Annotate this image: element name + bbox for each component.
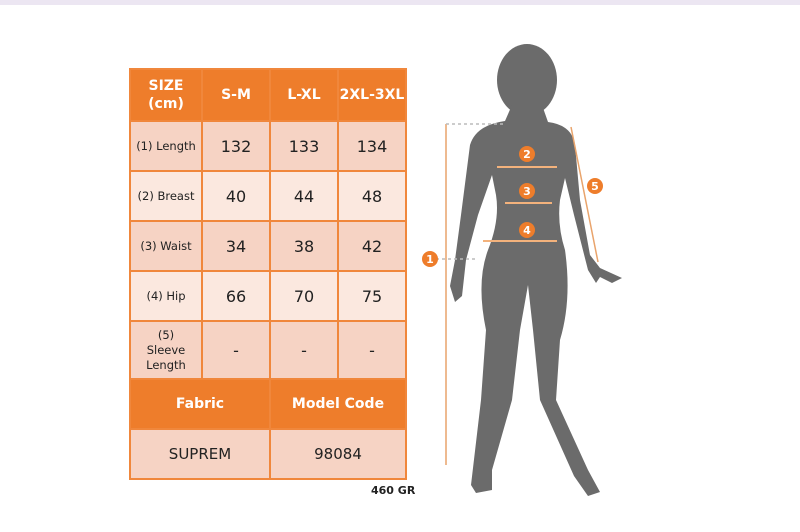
- footer-header-row: Fabric Model Code: [129, 378, 407, 430]
- table-header-row: SIZE (cm) S-M L-XL 2XL-3XL: [129, 68, 407, 122]
- row-label: (1) Length: [129, 120, 203, 172]
- table-row: (2) Breast 40 44 48: [129, 170, 407, 222]
- marker-2: [519, 146, 535, 162]
- cell: 132: [201, 120, 271, 172]
- footer-value-row: SUPREM 98084: [129, 428, 407, 480]
- cell: 75: [337, 270, 407, 322]
- cell: -: [269, 320, 339, 380]
- header-l-xl: L-XL: [269, 68, 339, 122]
- model-code-header: Model Code: [269, 378, 407, 430]
- weight-label: 460 GR: [371, 484, 416, 497]
- marker-4-label: 4: [523, 224, 531, 237]
- header-2xl-3xl: 2XL-3XL: [337, 68, 407, 122]
- model-code-value: 98084: [269, 428, 407, 480]
- row-label: (2) Breast: [129, 170, 203, 222]
- sleeve-line: [570, 126, 599, 263]
- marker-3: [519, 183, 535, 199]
- header-size: SIZE (cm): [129, 68, 203, 122]
- marker-5: [587, 178, 603, 194]
- cell: 133: [269, 120, 339, 172]
- cell: 34: [201, 220, 271, 272]
- row-label: (3) Waist: [129, 220, 203, 272]
- table-row: (1) Length 132 133 134: [129, 120, 407, 172]
- row-label: (5) Sleeve Length: [129, 320, 203, 380]
- marker-1-label: 1: [426, 253, 434, 266]
- marker-1: [422, 251, 438, 267]
- fabric-value: SUPREM: [129, 428, 271, 480]
- cell: 66: [201, 270, 271, 322]
- cell: 70: [269, 270, 339, 322]
- cell: 48: [337, 170, 407, 222]
- size-chart-table: SIZE (cm) S-M L-XL 2XL-3XL (1) Length 13…: [129, 68, 407, 480]
- cell: 134: [337, 120, 407, 172]
- marker-2-label: 2: [523, 148, 531, 161]
- silhouette: [450, 44, 622, 496]
- marker-3-label: 3: [523, 185, 531, 198]
- header-s-m: S-M: [201, 68, 271, 122]
- cell: 40: [201, 170, 271, 222]
- table-row: (3) Waist 34 38 42: [129, 220, 407, 272]
- cell: 44: [269, 170, 339, 222]
- top-bar: [0, 0, 800, 5]
- row-label: (4) Hip: [129, 270, 203, 322]
- cell: -: [201, 320, 271, 380]
- marker-4: [519, 222, 535, 238]
- table-row: (5) Sleeve Length - - -: [129, 320, 407, 380]
- fabric-header: Fabric: [129, 378, 271, 430]
- cell: 38: [269, 220, 339, 272]
- cell: 42: [337, 220, 407, 272]
- table-row: (4) Hip 66 70 75: [129, 270, 407, 322]
- marker-5-label: 5: [591, 180, 599, 193]
- cell: -: [337, 320, 407, 380]
